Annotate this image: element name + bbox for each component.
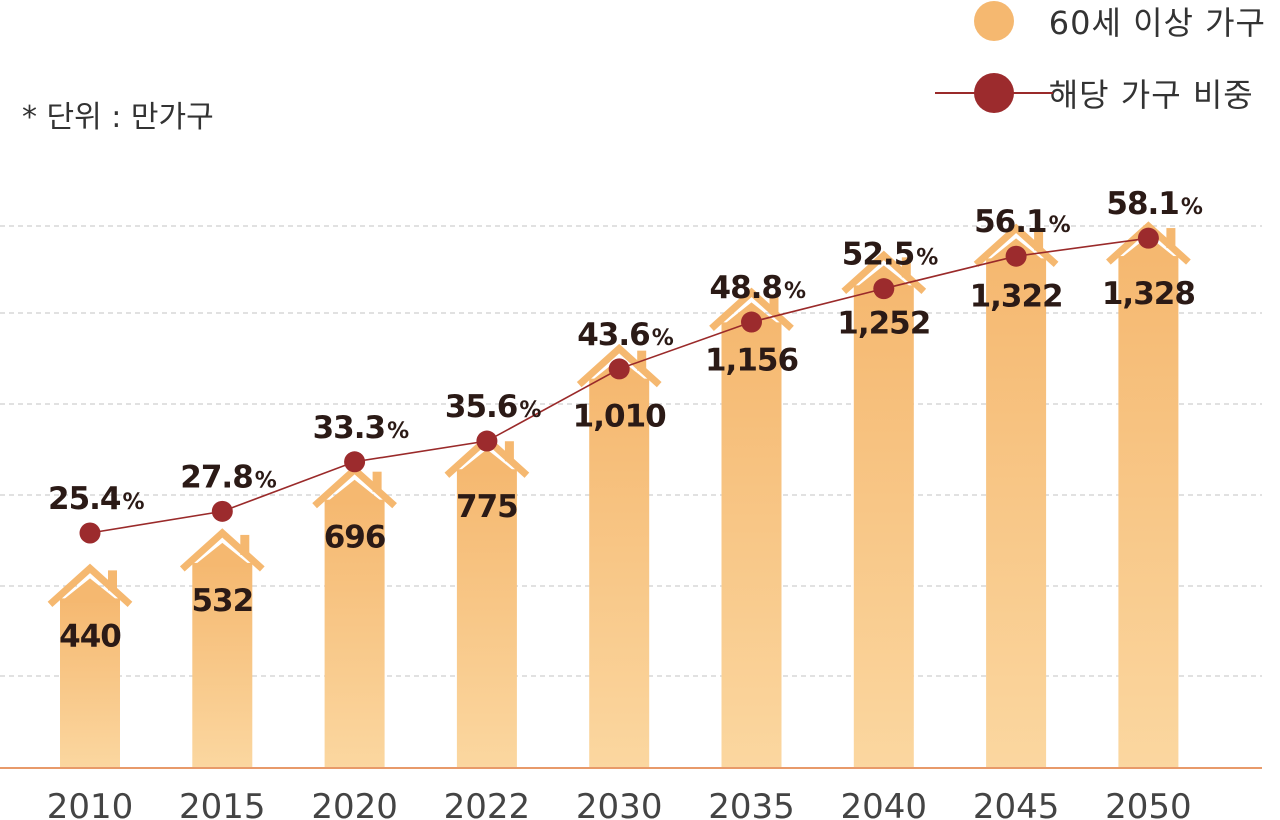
legend-bar-label: 60세 이상 가구 [1048, 4, 1266, 42]
share-value-label: 56.1% [974, 204, 1071, 240]
bar-roof-fill [456, 449, 517, 474]
bar-2050 [1106, 221, 1191, 768]
legend-item-line: 해당 가구 비중 [934, 68, 1266, 118]
bar-body [324, 499, 385, 768]
bar-body [589, 378, 650, 768]
bar-roof [47, 563, 133, 607]
bar-roof-fill [324, 479, 385, 504]
bar-chimney [901, 257, 911, 278]
share-point-2035 [741, 311, 762, 333]
bar-chimney [108, 570, 117, 591]
bar-chimney [769, 294, 779, 315]
bar-value-label: 532 [191, 583, 253, 619]
share-point-2020 [344, 451, 366, 473]
x-tick-label: 2040 [841, 787, 928, 820]
bar-2020 [312, 464, 397, 768]
legend-line-circle [973, 73, 1014, 113]
bar-2015 [179, 528, 265, 768]
bar-roof [576, 343, 662, 388]
bar-roof-fill [192, 542, 253, 567]
bar-chimney [372, 471, 382, 492]
share-point-2040 [873, 278, 895, 300]
bar-body [721, 322, 782, 768]
share-value-label: 52.5% [842, 237, 939, 273]
bar-2010 [47, 563, 133, 768]
bar-roof [1106, 221, 1191, 265]
bar-2040 [841, 250, 927, 768]
share-unit-label: % [519, 398, 541, 423]
bar-roof [841, 250, 927, 294]
bar-value-label: 1,328 [1102, 276, 1195, 312]
share-point-2010 [79, 522, 101, 544]
share-value-label: 35.6% [445, 389, 542, 425]
bar-chimney [240, 534, 250, 555]
bar-2035 [709, 287, 794, 768]
share-unit-label: % [1049, 213, 1071, 238]
x-tick-label: 2020 [311, 787, 398, 820]
share-unit-label: % [255, 468, 277, 493]
share-value-label: 27.8% [180, 459, 276, 495]
share-unit-label: % [916, 246, 938, 271]
share-point-2030 [608, 358, 630, 380]
share-point-2022 [476, 430, 498, 452]
unit-note: * 단위 : 만가구 [22, 100, 214, 135]
bar-value-label: 1,156 [705, 342, 798, 378]
bar-value-label: 1,010 [573, 399, 666, 435]
legend-bar-circle [973, 1, 1014, 41]
share-unit-label: % [784, 279, 806, 304]
bar-value-label: 440 [59, 618, 121, 654]
share-value-label: 48.8% [710, 270, 807, 306]
bar-roof-fill [853, 265, 914, 290]
bar-roof-fill [60, 578, 120, 603]
share-unit-label: % [1181, 195, 1203, 220]
chart-legend: 60세 이상 가구 해당 가구 비중 [934, 0, 1266, 140]
legend-line-label: 해당 가구 비중 [1048, 76, 1254, 114]
legend-line-swatch [934, 73, 1053, 113]
x-tick-label: 2015 [179, 787, 266, 820]
share-unit-label: % [123, 490, 145, 515]
x-tick-label: 2030 [576, 787, 663, 820]
bar-body [853, 285, 914, 768]
bar-body [1118, 256, 1179, 768]
share-value-label: 58.1% [1106, 186, 1203, 222]
x-tick-label: 2050 [1105, 787, 1192, 820]
share-value-label: 25.4% [48, 481, 145, 517]
bar-2045 [973, 223, 1059, 768]
bar-body [192, 562, 253, 768]
bar-chimney [1034, 230, 1044, 251]
x-tick-label: 2035 [708, 787, 795, 820]
legend-bar-swatch [963, 1, 1025, 41]
bar-body [456, 469, 517, 768]
share-unit-label: % [387, 419, 409, 444]
bar-roof [709, 287, 794, 331]
x-tick-label: 2022 [444, 787, 531, 820]
bar-body [60, 598, 120, 768]
x-tick-label: 2010 [47, 787, 134, 820]
bar-value-label: 696 [324, 520, 386, 556]
bar-value-label: 1,252 [837, 305, 930, 341]
share-value-label: 33.3% [313, 410, 410, 446]
bar-body [986, 258, 1047, 768]
legend-item-bar: 60세 이상 가구 [963, 0, 1266, 46]
bar-chimney [1166, 228, 1176, 249]
share-point-2015 [211, 500, 233, 522]
bar-value-label: 775 [456, 489, 518, 525]
share-point-2045 [1005, 245, 1027, 267]
bar-value-label: 1,322 [970, 278, 1063, 314]
share-unit-label: % [652, 326, 674, 351]
bar-chimney [504, 441, 514, 462]
share-point-2050 [1137, 227, 1159, 249]
share-value-label: 43.6% [577, 317, 674, 353]
bar-roof [179, 528, 265, 572]
x-tick-label: 2045 [973, 787, 1060, 820]
